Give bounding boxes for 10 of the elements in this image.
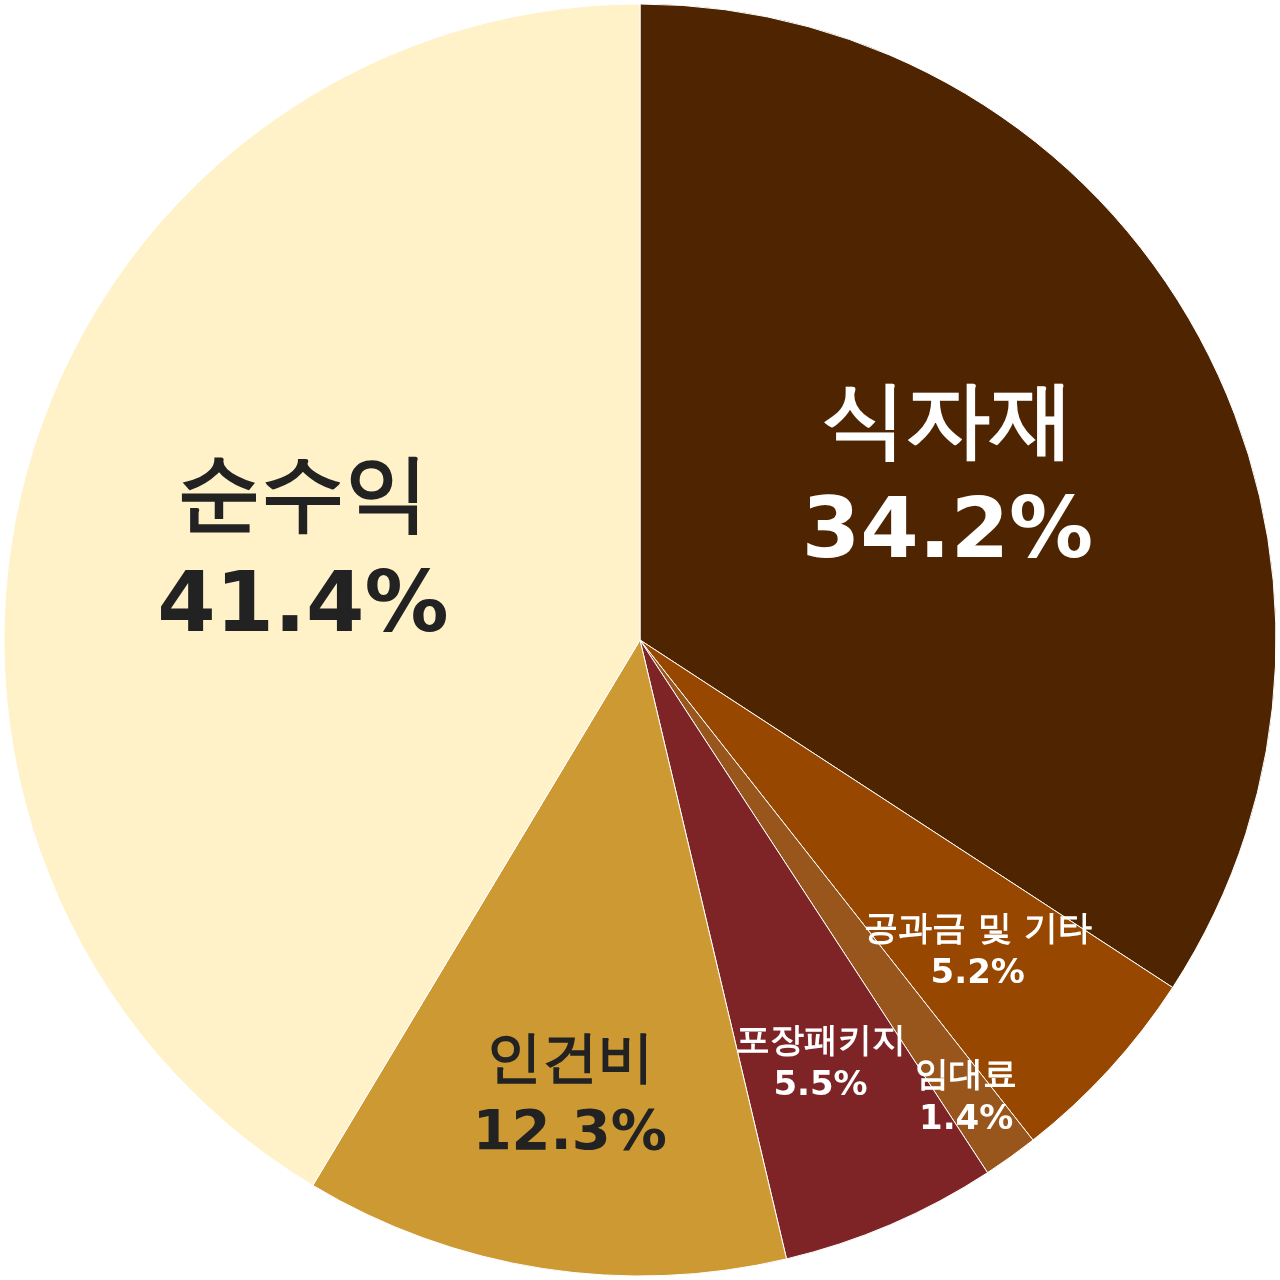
slice-label: 인건비 xyxy=(485,1023,654,1089)
slice-label: 식자재 xyxy=(821,370,1074,469)
data-label: 5.2% xyxy=(930,951,1025,992)
slice-label: 포장패키지 xyxy=(735,1018,906,1059)
data-label: 41.4% xyxy=(157,552,449,651)
data-label: 12.3% xyxy=(472,1096,667,1162)
slice-label: 공과금 및 기타 xyxy=(863,907,1092,948)
slice-label: 순수익 xyxy=(176,443,429,542)
data-label: 34.2% xyxy=(801,479,1094,578)
data-label: 5.5% xyxy=(773,1062,868,1103)
